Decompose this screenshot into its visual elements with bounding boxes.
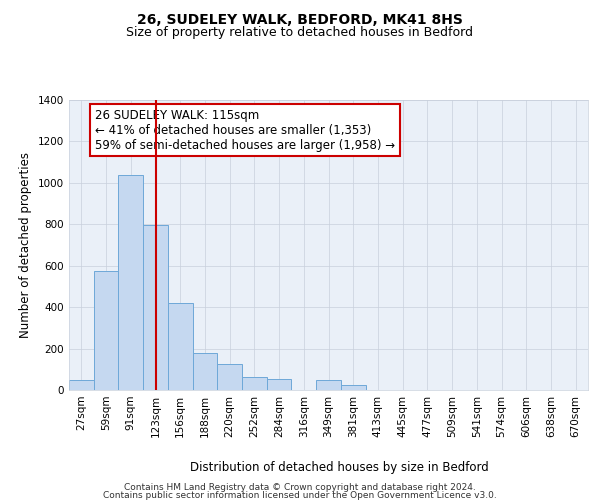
Bar: [193, 352, 217, 390]
Bar: [316, 380, 341, 390]
Bar: [118, 174, 143, 390]
Text: 26, SUDELEY WALK, BEDFORD, MK41 8HS: 26, SUDELEY WALK, BEDFORD, MK41 8HS: [137, 12, 463, 26]
Bar: [242, 377, 267, 390]
Bar: [143, 226, 168, 390]
Bar: [168, 303, 193, 390]
Bar: [267, 379, 292, 390]
Text: Distribution of detached houses by size in Bedford: Distribution of detached houses by size …: [190, 461, 488, 474]
Y-axis label: Number of detached properties: Number of detached properties: [19, 152, 32, 338]
Bar: [94, 271, 118, 390]
Text: Size of property relative to detached houses in Bedford: Size of property relative to detached ho…: [127, 26, 473, 39]
Text: 26 SUDELEY WALK: 115sqm
← 41% of detached houses are smaller (1,353)
59% of semi: 26 SUDELEY WALK: 115sqm ← 41% of detache…: [95, 108, 395, 152]
Text: Contains public sector information licensed under the Open Government Licence v3: Contains public sector information licen…: [103, 492, 497, 500]
Bar: [341, 386, 365, 390]
Bar: [217, 364, 242, 390]
Bar: [69, 380, 94, 390]
Text: Contains HM Land Registry data © Crown copyright and database right 2024.: Contains HM Land Registry data © Crown c…: [124, 483, 476, 492]
